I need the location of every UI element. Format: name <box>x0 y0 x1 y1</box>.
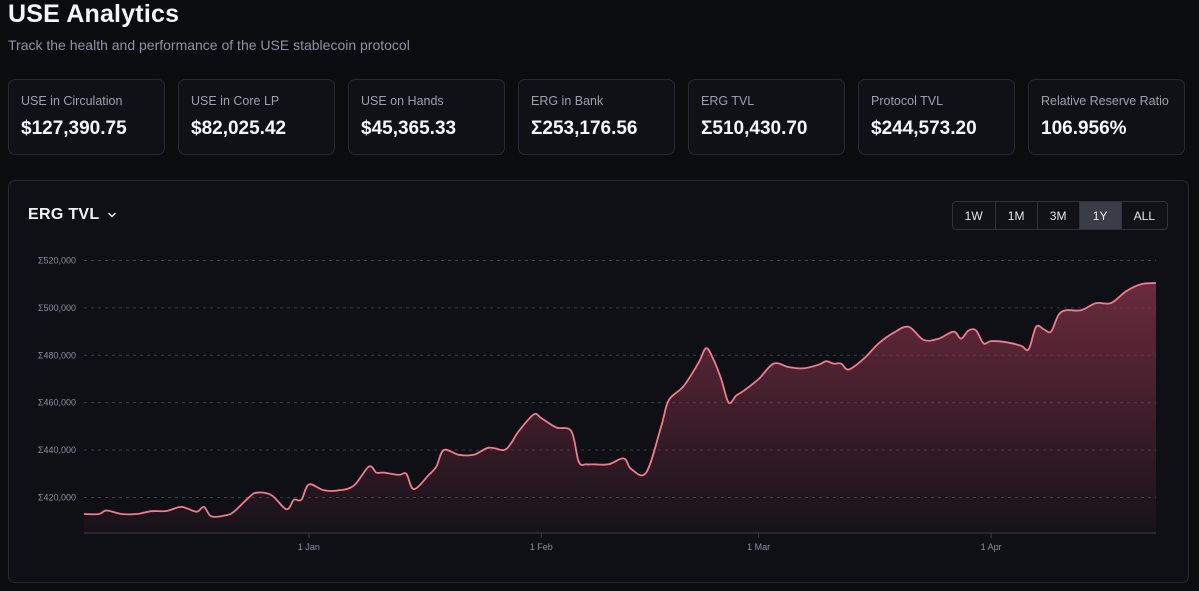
metric-selector-dropdown[interactable]: ERG TVL <box>28 206 117 224</box>
stat-label: ERG TVL <box>701 94 755 108</box>
range-button-all[interactable]: ALL <box>1121 202 1167 229</box>
range-button-1y[interactable]: 1Y <box>1079 202 1122 229</box>
erg-tvl-area-chart: Σ420,000 Σ440,000 Σ460,000 Σ480,000 Σ500,000… <box>38 255 1157 552</box>
stat-label: USE in Circulation <box>21 94 123 108</box>
range-button-1w[interactable]: 1W <box>952 202 996 229</box>
stat-card-relative-reserve-ratio: Relative Reserve Ratio 106.956% <box>1028 79 1185 155</box>
stat-value: Σ510,430.70 <box>701 118 808 139</box>
stat-label: Relative Reserve Ratio <box>1041 94 1169 108</box>
stat-value: 106.956% <box>1041 118 1127 139</box>
stat-label: Protocol TVL <box>871 94 944 108</box>
stat-card-use-on-hands: USE on Hands $45,365.33 <box>348 79 505 155</box>
page-subtitle: Track the health and performance of the … <box>8 37 410 53</box>
area-fill <box>84 283 1156 533</box>
x-tick-label: 1 Jan <box>298 542 320 552</box>
y-tick-label: Σ520,000 <box>38 255 76 265</box>
stat-card-erg-in-bank: ERG in Bank Σ253,176.56 <box>518 79 675 155</box>
time-range-selector: 1W 1M 3M 1Y ALL <box>951 201 1168 230</box>
chart-card: ERG TVL 1W 1M 3M 1Y ALL Σ420,000 Σ440,000… <box>8 180 1189 583</box>
x-tick-label: 1 Apr <box>981 542 1002 552</box>
stat-value: $127,390.75 <box>21 118 127 139</box>
range-button-1m[interactable]: 1M <box>995 202 1038 229</box>
metric-selector-label: ERG TVL <box>28 206 100 223</box>
y-tick-label: Σ480,000 <box>38 350 76 360</box>
stat-label: ERG in Bank <box>531 94 604 108</box>
range-button-3m[interactable]: 3M <box>1037 202 1080 229</box>
stat-card-erg-tvl: ERG TVL Σ510,430.70 <box>688 79 845 155</box>
chevron-down-icon <box>108 212 117 218</box>
stat-value: $82,025.42 <box>191 118 287 139</box>
stat-card-protocol-tvl: Protocol TVL $244,573.20 <box>858 79 1015 155</box>
stat-label: USE in Core LP <box>191 94 280 108</box>
page-title: USE Analytics <box>8 0 180 28</box>
stat-label: USE on Hands <box>361 94 444 108</box>
x-tick-label: 1 Mar <box>747 542 770 552</box>
y-tick-label: Σ420,000 <box>38 492 76 502</box>
stat-value: $244,573.20 <box>871 118 977 139</box>
stat-value: $45,365.33 <box>361 118 457 139</box>
y-tick-label: Σ500,000 <box>38 303 76 313</box>
stat-value: Σ253,176.56 <box>531 118 638 139</box>
y-tick-label: Σ440,000 <box>38 445 76 455</box>
y-tick-label: Σ460,000 <box>38 398 76 408</box>
x-tick-label: 1 Feb <box>530 542 553 552</box>
stat-card-use-core-lp: USE in Core LP $82,025.42 <box>178 79 335 155</box>
series-line <box>83 282 1157 518</box>
stat-card-use-circulation: USE in Circulation $127,390.75 <box>8 79 165 155</box>
stats-row: USE in Circulation $127,390.75 USE in Co… <box>8 79 1185 155</box>
